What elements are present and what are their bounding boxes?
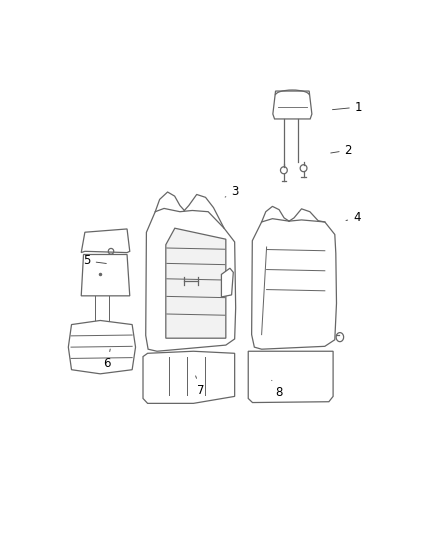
Polygon shape <box>251 219 336 349</box>
Text: 4: 4 <box>346 212 360 224</box>
Polygon shape <box>273 91 312 119</box>
Polygon shape <box>146 208 236 351</box>
Polygon shape <box>166 228 226 338</box>
Polygon shape <box>68 320 135 374</box>
Text: 1: 1 <box>332 101 362 114</box>
Polygon shape <box>222 268 233 297</box>
Text: 3: 3 <box>225 185 238 198</box>
Polygon shape <box>81 229 130 253</box>
Text: 2: 2 <box>331 144 352 157</box>
Text: 5: 5 <box>83 254 106 268</box>
Polygon shape <box>81 254 130 296</box>
Text: 7: 7 <box>196 376 205 397</box>
Polygon shape <box>143 351 235 403</box>
Text: 6: 6 <box>104 349 111 370</box>
Text: 8: 8 <box>272 381 283 399</box>
Polygon shape <box>248 351 333 402</box>
